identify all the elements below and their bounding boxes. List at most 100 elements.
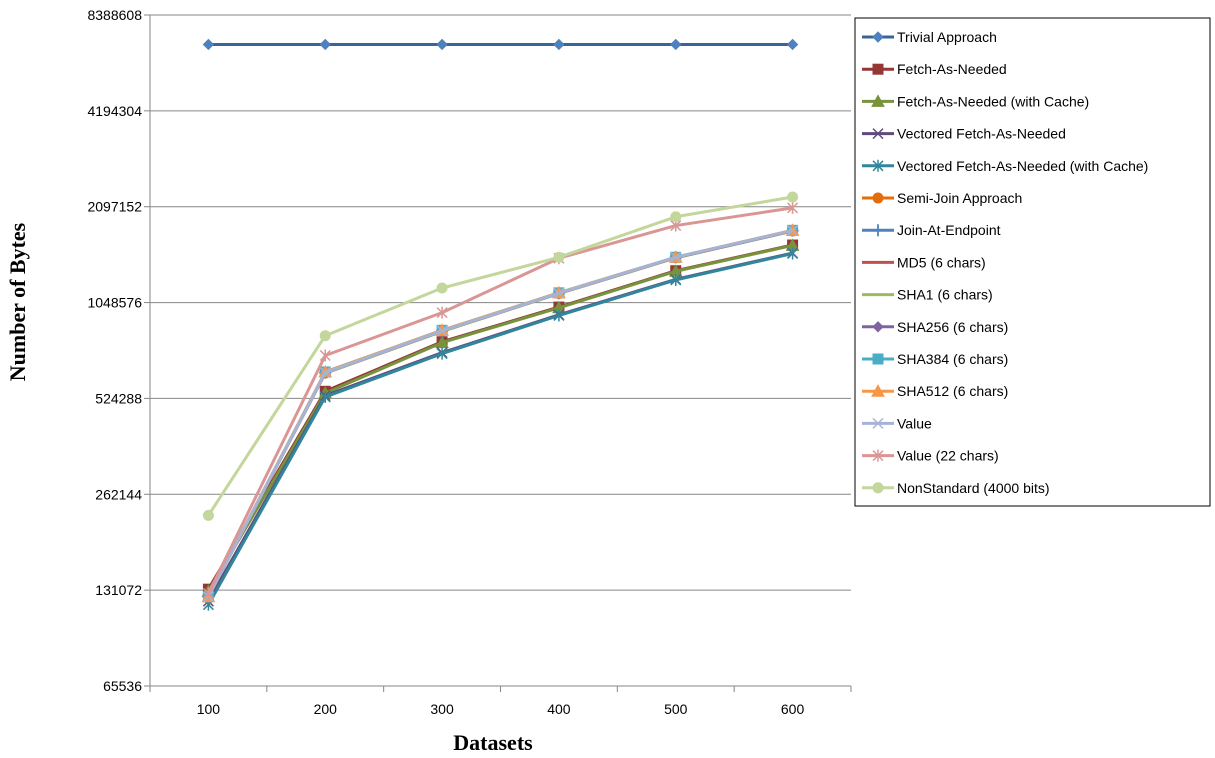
x-tick-label: 300 [430,701,454,717]
y-tick-label: 524288 [95,390,142,406]
data-point [872,449,884,462]
legend-label: Fetch-As-Needed [897,61,1007,77]
x-tick-label: 600 [781,701,805,717]
legend-label: NonStandard (4000 bits) [897,480,1050,496]
data-point [436,347,448,360]
data-point [319,349,331,362]
x-tick-label: 200 [314,701,338,717]
legend-entry: Vectored Fetch-As-Needed (with Cache) [862,158,1148,174]
legend-entry: SHA1 (6 chars) [862,287,993,303]
series-line [207,252,793,606]
series-layer [201,38,800,611]
legend-entry: SHA256 (6 chars) [862,319,1008,335]
legend-entry: Semi-Join Approach [862,190,1022,206]
data-point [319,367,331,379]
legend-label: SHA1 (6 chars) [897,287,993,303]
y-tick-label: 1048576 [87,295,142,311]
legend-entry: Join-At-Endpoint [862,222,1001,238]
data-point [319,390,331,403]
data-point [553,309,565,322]
data-point [787,247,799,260]
y-tick-label: 131072 [95,582,142,598]
data-point [872,353,884,365]
series-line [207,206,793,595]
data-point [871,94,885,107]
data-point [872,321,884,333]
data-point [670,273,682,286]
series-14 [202,191,799,521]
x-tick-label: 400 [547,701,571,717]
legend-label: Trivial Approach [897,29,997,45]
legend-entry: SHA512 (6 chars) [862,383,1008,399]
legend-entry: MD5 (6 chars) [862,254,986,270]
series-3 [202,247,799,607]
series-10 [202,224,799,603]
y-tick-label: 262144 [95,486,142,502]
series-line [207,243,793,593]
x-tick-label: 100 [197,701,221,717]
data-point [436,38,448,51]
data-point [553,287,565,299]
y-tick-label: 4194304 [87,103,142,119]
legend-box [854,17,1211,507]
legend-label: Value [897,415,932,431]
data-point [872,159,884,172]
data-point [670,211,682,223]
legend-entry: Fetch-As-Needed (with Cache) [862,93,1089,109]
legend-label: Join-At-Endpoint [897,222,1001,238]
legend-entry: Value [862,415,932,431]
legend-label: SHA384 (6 chars) [897,351,1008,367]
data-point [319,38,331,51]
legend-label: Fetch-As-Needed (with Cache) [897,93,1089,109]
data-point [436,282,448,294]
data-point [786,38,799,51]
legend-label: SHA256 (6 chars) [897,319,1008,335]
y-tick-label: 65536 [103,678,142,694]
legend-entry: NonStandard (4000 bits) [862,480,1050,496]
legend-entry: SHA384 (6 chars) [862,351,1008,367]
series-12 [202,225,799,603]
y-tick-label: 8388608 [87,7,142,23]
data-point [872,31,884,43]
y-tick-label: 2097152 [87,199,142,215]
series-line [207,229,793,598]
data-point [202,509,214,521]
legend-label: Semi-Join Approach [897,190,1022,206]
legend-label: Value (22 chars) [897,448,999,464]
data-point [872,482,884,494]
legend-entry: Value (22 chars) [862,448,999,464]
series-13 [202,201,799,600]
data-point [202,38,215,51]
series-9 [202,225,799,603]
legend-entry: Fetch-As-Needed [862,61,1007,77]
data-point [872,224,884,237]
legend-label: MD5 (6 chars) [897,254,986,270]
series-2 [201,238,800,597]
data-point [319,330,331,342]
series-1 [202,239,799,595]
series-4 [202,247,799,611]
data-point [787,225,799,237]
data-point [872,192,884,204]
axis-ticks: 65536 131072 262144 524288 1048576 2097152 419… [87,7,852,717]
data-point [872,417,884,429]
legend-entry: Vectored Fetch-As-Needed [862,126,1066,142]
data-point [872,128,884,140]
legend-label: Vectored Fetch-As-Needed [897,126,1066,142]
y-axis-title: Number of Bytes [5,222,30,381]
series-line [207,195,793,517]
axes [149,15,851,687]
x-tick-label: 500 [664,701,688,717]
legend: Trivial Approach Fetch-As-Needed Fetch-As-… [854,17,1211,507]
data-point [553,251,565,263]
data-point [872,63,884,75]
legend-entry: Trivial Approach [862,29,997,45]
series-6 [202,224,799,603]
data-point [436,325,448,337]
data-point [871,384,885,397]
data-point [787,201,799,214]
legend-label: Vectored Fetch-As-Needed (with Cache) [897,158,1148,174]
legend-label: SHA512 (6 chars) [897,383,1008,399]
series-11 [201,223,800,603]
